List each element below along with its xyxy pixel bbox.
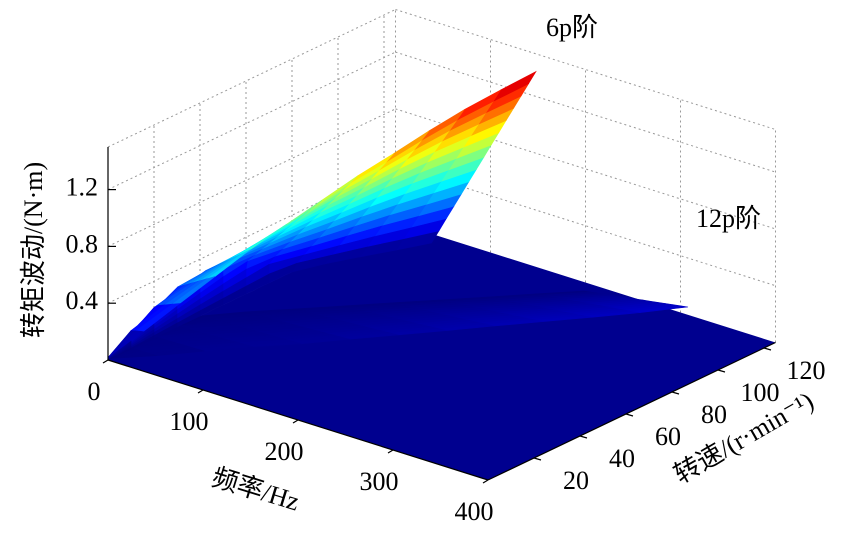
y-tick-label: 60 [655,422,681,451]
tick-mark [763,347,772,351]
y-tick-label: 120 [787,356,826,385]
tick-mark [387,449,394,454]
tick-mark [292,419,299,424]
x-tick-label: 400 [455,497,494,526]
y-tick-label: 80 [701,400,727,429]
tick-mark [102,359,109,364]
series-label: 6p阶 [546,13,598,42]
x-axis-title: 频率/Hz [209,463,303,517]
tick-mark [579,435,588,439]
grid-line [107,108,396,247]
box-edge [107,9,396,148]
y-axis [487,341,776,481]
z-tick-label: 1.2 [66,173,99,202]
y-tick-label: 20 [563,466,589,495]
tick-mark [717,369,726,373]
x-tick-label: 300 [360,467,399,496]
x-tick-label: 200 [265,437,304,466]
tick-mark [197,389,204,394]
box-edge [395,9,776,130]
tick-mark [533,457,542,461]
tick-mark [625,413,634,417]
z-axis-title: 转矩波动/(N·m) [19,162,48,338]
y-tick-label: 100 [741,378,780,407]
grid-line [107,51,396,191]
x-tick-label: 100 [170,407,209,436]
tick-mark [671,391,680,395]
grid-line [395,51,776,173]
series-label: 12p阶 [696,204,761,233]
tick-mark [482,479,489,484]
z-tick-label: 0.4 [66,286,99,315]
z-tick-label: 0.8 [66,229,99,258]
surface-floor [108,222,776,480]
y-tick-label: 40 [609,444,635,473]
x-tick-label: 0 [88,377,101,406]
